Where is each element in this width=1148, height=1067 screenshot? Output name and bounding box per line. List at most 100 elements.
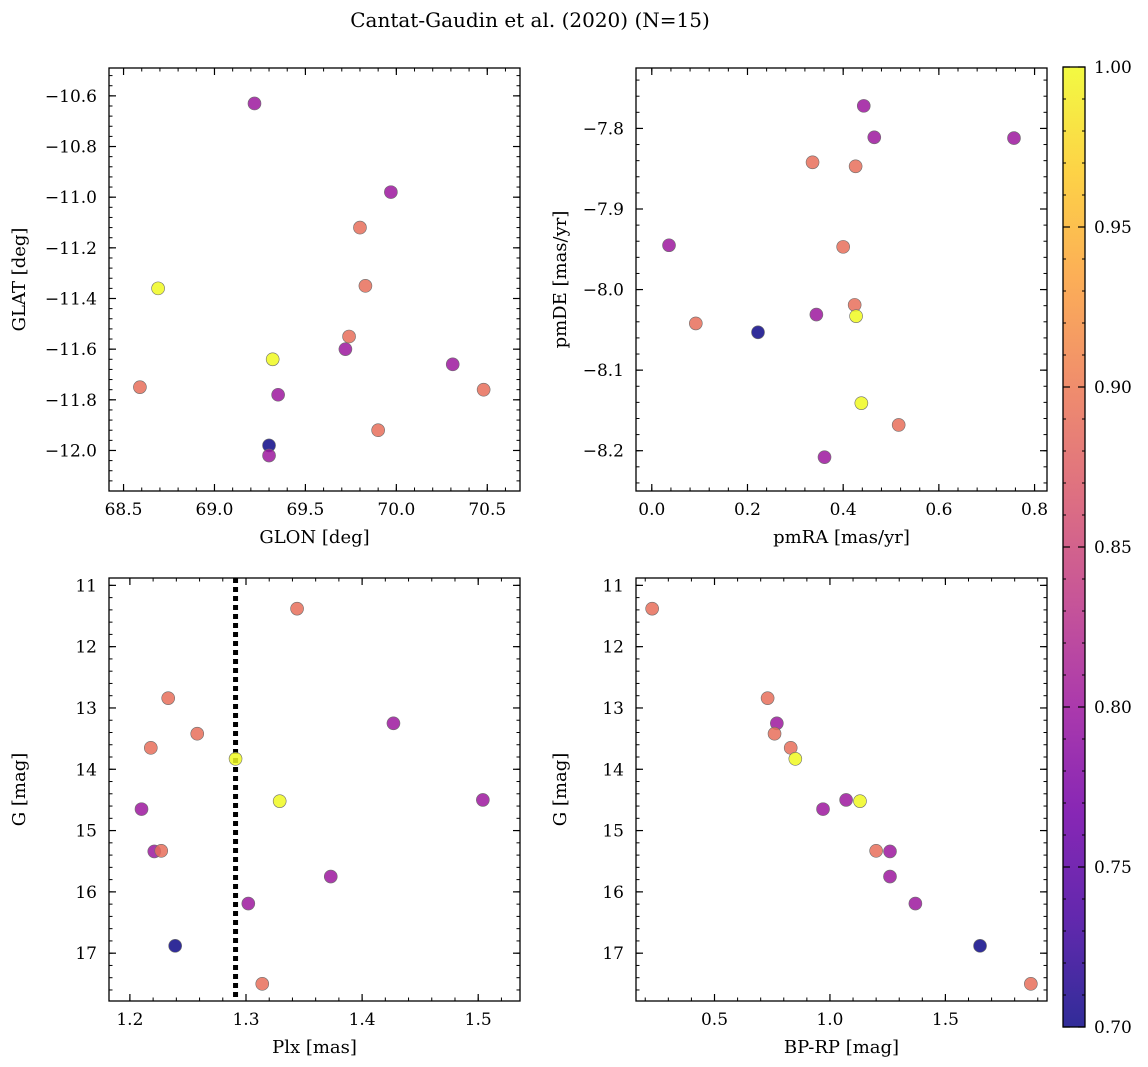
data-point bbox=[353, 220, 367, 235]
data-point bbox=[908, 896, 923, 911]
panel-plx-g: 1.2 1.3 1.4 1.5 11 12 13 14 15 16 17 Plx [mas] G [ma… bbox=[9, 576, 521, 1058]
y-axis-label: G [mag] bbox=[550, 753, 571, 826]
data-point bbox=[847, 298, 862, 312]
y-tick-label: 11 bbox=[75, 576, 97, 596]
y-tick-label: −11.6 bbox=[45, 340, 97, 360]
y-tick-label: 17 bbox=[602, 944, 624, 964]
x-tick-label: 0.0 bbox=[638, 500, 665, 520]
y-tick-label: −10.6 bbox=[45, 87, 97, 107]
y-tick-label: −11.8 bbox=[45, 391, 97, 411]
x-tick-label: 0.4 bbox=[830, 500, 857, 520]
data-point bbox=[265, 352, 280, 367]
data-point bbox=[476, 382, 491, 397]
x-tick-label: 1.2 bbox=[116, 1010, 143, 1030]
x-tick-label: 68.5 bbox=[105, 500, 143, 520]
data-point bbox=[1007, 131, 1021, 145]
figure-title: Cantat-Gaudin et al. (2020) (N=15) bbox=[350, 8, 710, 32]
x-axis-label: pmRA [mas/yr] bbox=[773, 527, 910, 548]
axes-frame bbox=[108, 577, 521, 1002]
data-point bbox=[272, 794, 287, 808]
data-point bbox=[371, 423, 385, 438]
x-tick-label: 1.5 bbox=[465, 1010, 492, 1030]
data-point bbox=[869, 844, 883, 858]
y-tick-label: −7.9 bbox=[583, 200, 624, 220]
data-point bbox=[854, 396, 869, 410]
x-tick-label: 0.8 bbox=[1021, 500, 1048, 520]
data-point bbox=[342, 329, 356, 344]
data-point bbox=[228, 752, 243, 766]
y-tick-label: −10.8 bbox=[45, 138, 97, 158]
data-point bbox=[883, 844, 897, 859]
data-point bbox=[247, 96, 262, 111]
y-tick-label: 11 bbox=[602, 576, 624, 596]
axes-frame bbox=[108, 67, 521, 492]
data-point bbox=[386, 716, 401, 731]
data-point bbox=[805, 155, 820, 170]
x-tick-label: 0.6 bbox=[925, 500, 952, 520]
data-point bbox=[839, 793, 853, 807]
x-axis-label: Plx [mas] bbox=[272, 1037, 357, 1058]
data-point bbox=[154, 844, 169, 858]
y-tick-label: −8.1 bbox=[583, 361, 624, 381]
data-point bbox=[445, 357, 460, 372]
data-point bbox=[168, 939, 182, 953]
colorbar-gradient bbox=[1063, 67, 1085, 1027]
data-point bbox=[891, 418, 906, 432]
x-tick-label: 69.5 bbox=[286, 500, 324, 520]
y-tick-label: −11.0 bbox=[45, 188, 97, 208]
data-point bbox=[662, 238, 676, 253]
data-point bbox=[1024, 977, 1038, 991]
data-point bbox=[788, 752, 803, 766]
data-point bbox=[883, 869, 897, 884]
y-axis-label: pmDE [mas/yr] bbox=[550, 211, 571, 349]
data-point bbox=[809, 307, 824, 322]
x-tick-label: 1.0 bbox=[816, 1010, 843, 1030]
data-point bbox=[856, 99, 871, 113]
y-tick-label: 14 bbox=[602, 760, 624, 780]
data-point bbox=[689, 316, 703, 331]
data-point bbox=[816, 802, 830, 816]
y-tick-label: −8.0 bbox=[583, 281, 624, 301]
axes-frame bbox=[635, 577, 1048, 1002]
data-point bbox=[290, 601, 304, 616]
data-point bbox=[645, 601, 659, 616]
y-axis-label: GLAT [deg] bbox=[9, 228, 30, 332]
y-tick-label: 16 bbox=[75, 883, 97, 903]
axes-frame bbox=[635, 67, 1048, 492]
colorbar-tick-label: 0.80 bbox=[1094, 698, 1132, 718]
data-point bbox=[358, 279, 373, 293]
data-point bbox=[338, 342, 353, 356]
data-point bbox=[760, 691, 775, 705]
x-tick-label: 1.4 bbox=[349, 1010, 376, 1030]
data-point bbox=[143, 741, 158, 755]
y-tick-label: −12.0 bbox=[45, 441, 97, 461]
y-axis-label: G [mag] bbox=[9, 753, 30, 826]
data-point bbox=[817, 450, 832, 464]
data-point bbox=[767, 726, 782, 741]
data-point bbox=[476, 793, 490, 807]
y-tick-label: −11.4 bbox=[45, 289, 97, 309]
y-tick-label: 12 bbox=[602, 638, 624, 658]
y-tick-label: −8.2 bbox=[583, 442, 624, 462]
colorbar: 0.70 0.75 0.80 0.85 0.90 0.95 1.00 bbox=[1062, 58, 1132, 1038]
colorbar-tick-label: 0.85 bbox=[1094, 538, 1132, 558]
x-tick-label: 70.5 bbox=[468, 500, 506, 520]
colorbar-frame bbox=[1062, 66, 1086, 1028]
y-tick-label: 12 bbox=[75, 638, 97, 658]
panel-bprp-g: 0.5 1.0 1.5 11 12 13 14 15 16 17 BP-RP [mag] G [mag… bbox=[550, 576, 1048, 1058]
colorbar-tick-label: 0.70 bbox=[1094, 1018, 1132, 1038]
data-point bbox=[751, 325, 765, 340]
panel-glon-glat: 68.5 69.0 69.5 70.0 70.5 −10.6 −10.8 −11.0 −11.2… bbox=[9, 67, 521, 548]
data-point bbox=[262, 448, 276, 463]
data-point bbox=[271, 387, 285, 402]
y-tick-label: 17 bbox=[75, 944, 97, 964]
colorbar-tick-label: 1.00 bbox=[1094, 58, 1132, 78]
data-point bbox=[161, 691, 176, 705]
colorbar-tick-label: 0.75 bbox=[1094, 858, 1132, 878]
y-tick-label: 16 bbox=[602, 883, 624, 903]
data-point bbox=[848, 159, 863, 174]
data-point bbox=[133, 380, 147, 394]
y-tick-label: 15 bbox=[75, 822, 97, 842]
data-point bbox=[241, 896, 256, 911]
